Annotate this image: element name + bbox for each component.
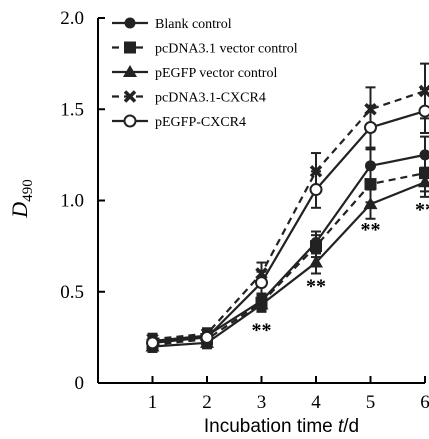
- x-tick-label: 4: [311, 392, 321, 413]
- series-3: [145, 166, 429, 353]
- x-tick-label: 1: [148, 392, 158, 413]
- data-point: [255, 276, 268, 290]
- series-1: [147, 135, 429, 348]
- axes: 0 0.5 1.0 1.5 2.0 1 2 3 4 5 6 Incubation time t/d D4…: [7, 8, 429, 437]
- legend: Blank control pcDNA3.1 vector control pEGF…: [112, 17, 298, 130]
- x-axis-label-variable: t: [338, 416, 344, 437]
- x-tick-label: 6: [420, 392, 429, 413]
- data-point: [364, 178, 377, 191]
- y-tick-label: 1.0: [60, 191, 84, 212]
- data-point: [364, 121, 377, 134]
- legend-marker: [123, 114, 137, 128]
- data-point: [146, 336, 159, 350]
- y-axis-label-main: D: [7, 202, 32, 219]
- significance-mark: **: [252, 319, 272, 341]
- significance-mark: **: [361, 219, 381, 241]
- legend-item: pcDNA3.1 vector control: [112, 41, 298, 57]
- significance-mark: **: [306, 275, 326, 297]
- series-5: [146, 88, 429, 350]
- series-line: [152, 110, 426, 344]
- data-point: [309, 183, 323, 197]
- data-point: [254, 297, 269, 310]
- y-tick-label: 0.5: [60, 282, 84, 303]
- y-tick-label: 1.5: [60, 99, 84, 120]
- annotations: ** ** ** **: [252, 199, 429, 341]
- legend-item: pEGFP vector control: [112, 65, 277, 81]
- legend-marker: [123, 90, 137, 103]
- y-tick-label: 0: [75, 373, 85, 394]
- legend-label: pEGFP vector control: [155, 66, 277, 81]
- x-axis-label-prefix: Incubation time: [204, 416, 338, 437]
- data-point: [200, 330, 214, 344]
- legend-marker-stroke: [123, 90, 137, 103]
- legend-label: pcDNA3.1-CXCR4: [155, 91, 266, 106]
- data-point: [310, 240, 322, 253]
- y-axis-label: D490: [7, 179, 36, 218]
- legend-label: pcDNA3.1 vector control: [155, 42, 298, 57]
- legend-marker: [124, 41, 136, 54]
- y-tick-label: 2.0: [60, 8, 84, 29]
- series-line: [152, 181, 426, 348]
- x-tick-label: 5: [366, 392, 376, 413]
- series-line: [152, 172, 426, 346]
- data-point: [309, 255, 323, 268]
- series-line: [152, 153, 426, 343]
- x-tick-label: 2: [202, 392, 212, 413]
- series-group: [145, 62, 429, 353]
- x-axis-label: Incubation time t/d: [204, 416, 359, 437]
- series-line: [152, 89, 426, 341]
- data-point: [418, 104, 429, 118]
- legend-marker: [123, 65, 137, 77]
- legend-item: pcDNA3.1-CXCR4: [112, 90, 266, 106]
- x-axis-label-unit: /d: [343, 416, 359, 437]
- legend-label: Blank control: [155, 17, 232, 32]
- x-tick-label: 3: [257, 392, 267, 413]
- legend-label: pEGFP-CXCR4: [155, 115, 246, 130]
- series-2: [146, 153, 429, 352]
- data-point: [363, 197, 378, 210]
- legend-item: pEGFP-CXCR4: [112, 114, 246, 130]
- series-4: [146, 62, 429, 346]
- significance-mark: **: [415, 199, 429, 221]
- data-point: [418, 175, 429, 188]
- legend-marker: [124, 17, 136, 29]
- legend-item: Blank control: [112, 17, 232, 32]
- y-axis-label-subscript: 490: [20, 179, 36, 202]
